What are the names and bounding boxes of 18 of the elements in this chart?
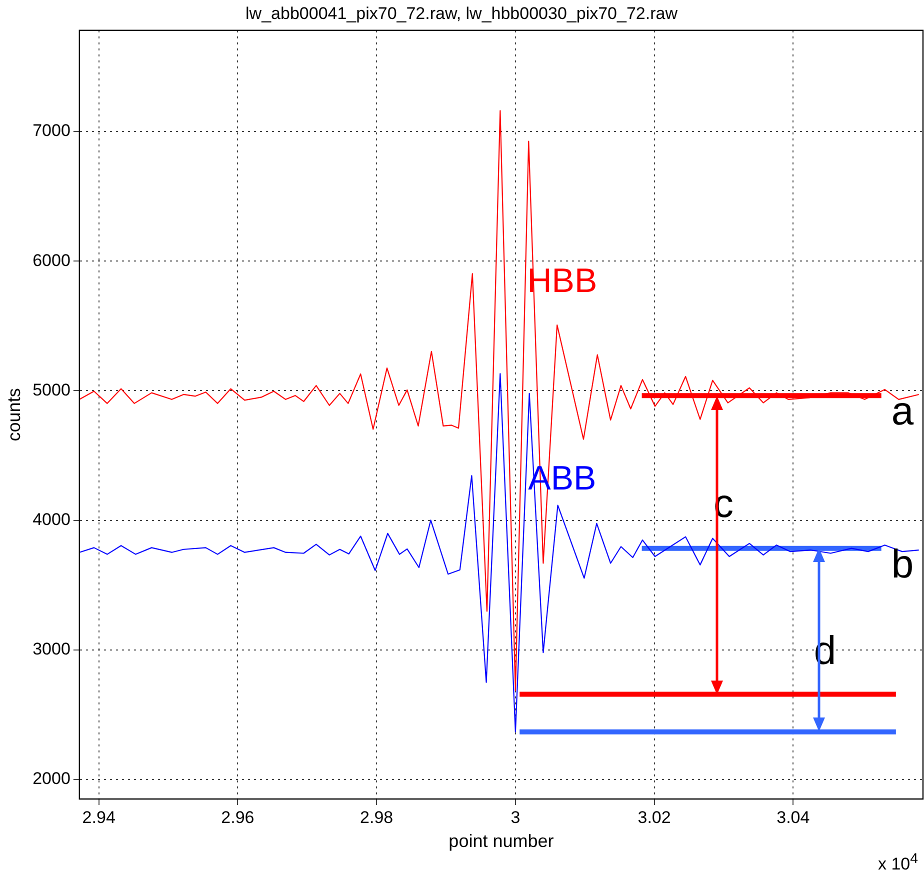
- x-tick-label: 2.98: [360, 808, 394, 827]
- x-tick-label: 3.04: [776, 808, 810, 827]
- y-tick-label: 3000: [32, 640, 70, 659]
- annotation: a: [891, 390, 914, 434]
- text: x 10$^{4}$: [878, 851, 918, 875]
- y-tick-label: 2000: [32, 769, 70, 788]
- annotation: b: [891, 542, 914, 586]
- y-tick-label: 6000: [32, 250, 70, 270]
- y-tick-label: 7000: [32, 121, 70, 140]
- x-tick-label: 2.96: [221, 808, 254, 827]
- x-tick-label: 3: [510, 808, 520, 827]
- y-tick-label: 4000: [32, 510, 70, 530]
- y-tick-label: 5000: [32, 380, 70, 400]
- y-axis-title: counts: [4, 388, 24, 442]
- x-axis-title: point number: [448, 831, 554, 852]
- x-tick-label: 2.94: [82, 808, 116, 827]
- x-tick-label: 3.02: [638, 808, 671, 827]
- chart-title: lw_abb00041_pix70_72.raw, lw_hbb00030_pix70_72.raw: [246, 4, 678, 23]
